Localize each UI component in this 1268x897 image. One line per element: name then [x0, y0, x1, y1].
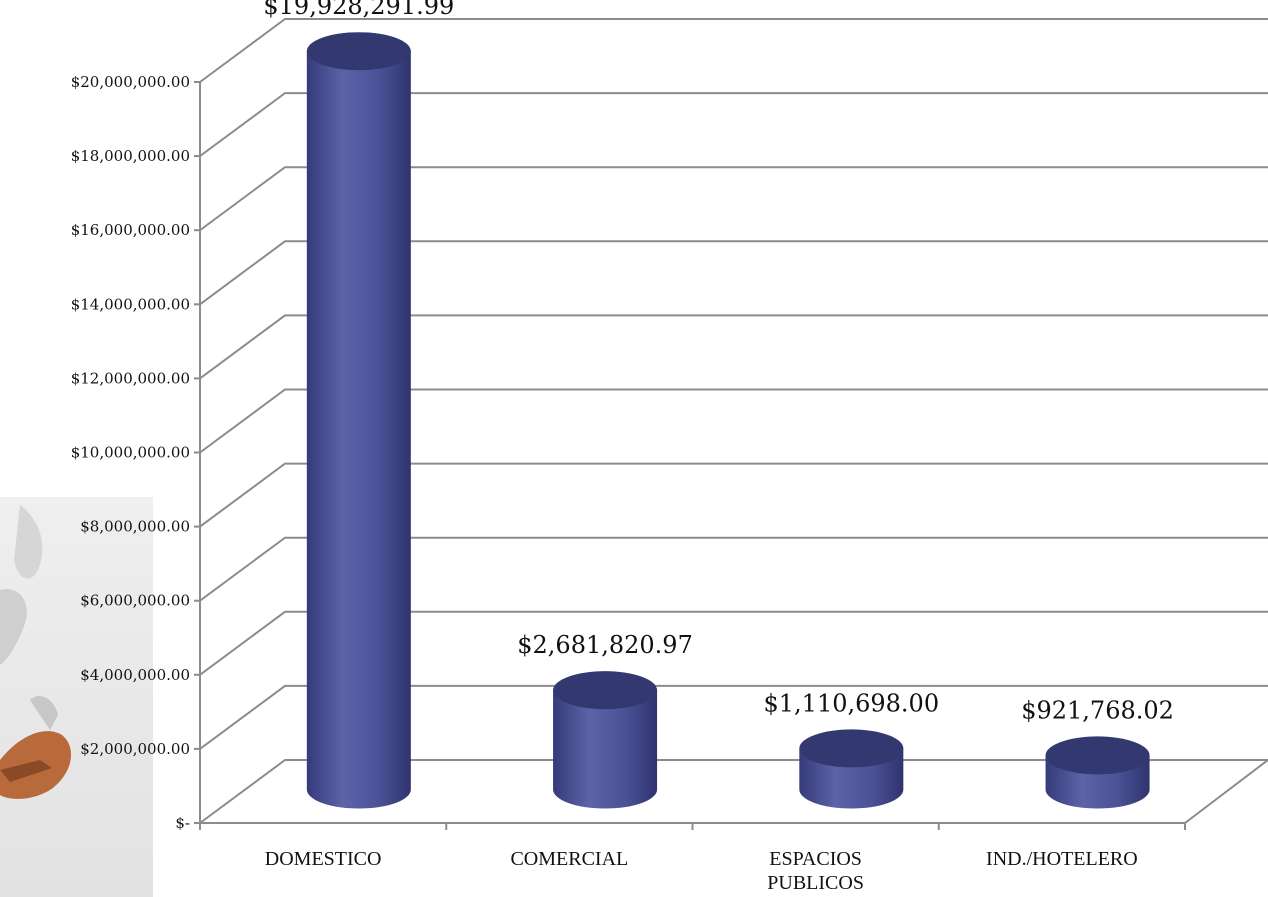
data-label: $921,768.02 [1021, 696, 1174, 724]
floor-back-edge [199, 759, 1268, 824]
data-label: $19,928,291.99 [263, 0, 454, 20]
floor-right-edge [1184, 759, 1268, 824]
x-category-label: ESPACIOS PUBLICOS [767, 848, 864, 894]
bar-top [1045, 736, 1150, 775]
y-tick-label: $2,000,000.00 [80, 740, 190, 758]
axes [194, 81, 1268, 830]
y-tick-label: $6,000,000.00 [80, 592, 190, 610]
gridlines [199, 18, 1268, 750]
x-category-label: COMERCIAL [510, 848, 628, 870]
gridline [199, 166, 1268, 232]
gridline [199, 462, 1268, 528]
y-tick-label: $18,000,000.00 [71, 147, 190, 165]
gridline [199, 388, 1268, 454]
bar [1045, 736, 1150, 809]
y-tick-label: $4,000,000.00 [80, 666, 190, 684]
gridline [199, 18, 1268, 83]
data-label: $2,681,820.97 [517, 631, 693, 659]
data-label: $1,110,698.00 [764, 689, 940, 717]
x-category-label: DOMESTICO [265, 848, 382, 870]
x-axis-category-labels: DOMESTICO COMERCIAL ESPACIOS PUBLICOS IND./H… [265, 848, 1138, 894]
bar [799, 729, 904, 809]
bars [306, 32, 1150, 809]
bar-body [553, 690, 658, 809]
bar-top [553, 671, 658, 710]
x-category-label: IND./HOTELERO [986, 848, 1138, 870]
bar-top [799, 729, 904, 768]
y-tick-label: $14,000,000.00 [71, 295, 190, 313]
bar-top [306, 32, 411, 71]
y-tick-label: $20,000,000.00 [71, 73, 190, 91]
gridline [199, 92, 1268, 157]
y-tick-label: $- [175, 814, 190, 832]
bar [553, 671, 658, 809]
gridline [199, 536, 1268, 602]
y-axis-tick-labels: $- $2,000,000.00 $4,000,000.00 $6,000,000.0… [71, 73, 190, 832]
gridline [199, 314, 1268, 380]
gridline [199, 610, 1268, 676]
bar [306, 32, 411, 809]
y-tick-label: $10,000,000.00 [71, 444, 190, 462]
gridline [199, 684, 1268, 750]
y-tick-label: $8,000,000.00 [80, 518, 190, 536]
background-photo [0, 497, 153, 897]
bar-body [306, 51, 411, 809]
y-tick-label: $16,000,000.00 [71, 221, 190, 239]
y-tick-label: $12,000,000.00 [71, 369, 190, 387]
data-labels: $19,928,291.99 $2,681,820.97 $1,110,698.00… [263, 0, 1174, 724]
gridline [199, 240, 1268, 306]
